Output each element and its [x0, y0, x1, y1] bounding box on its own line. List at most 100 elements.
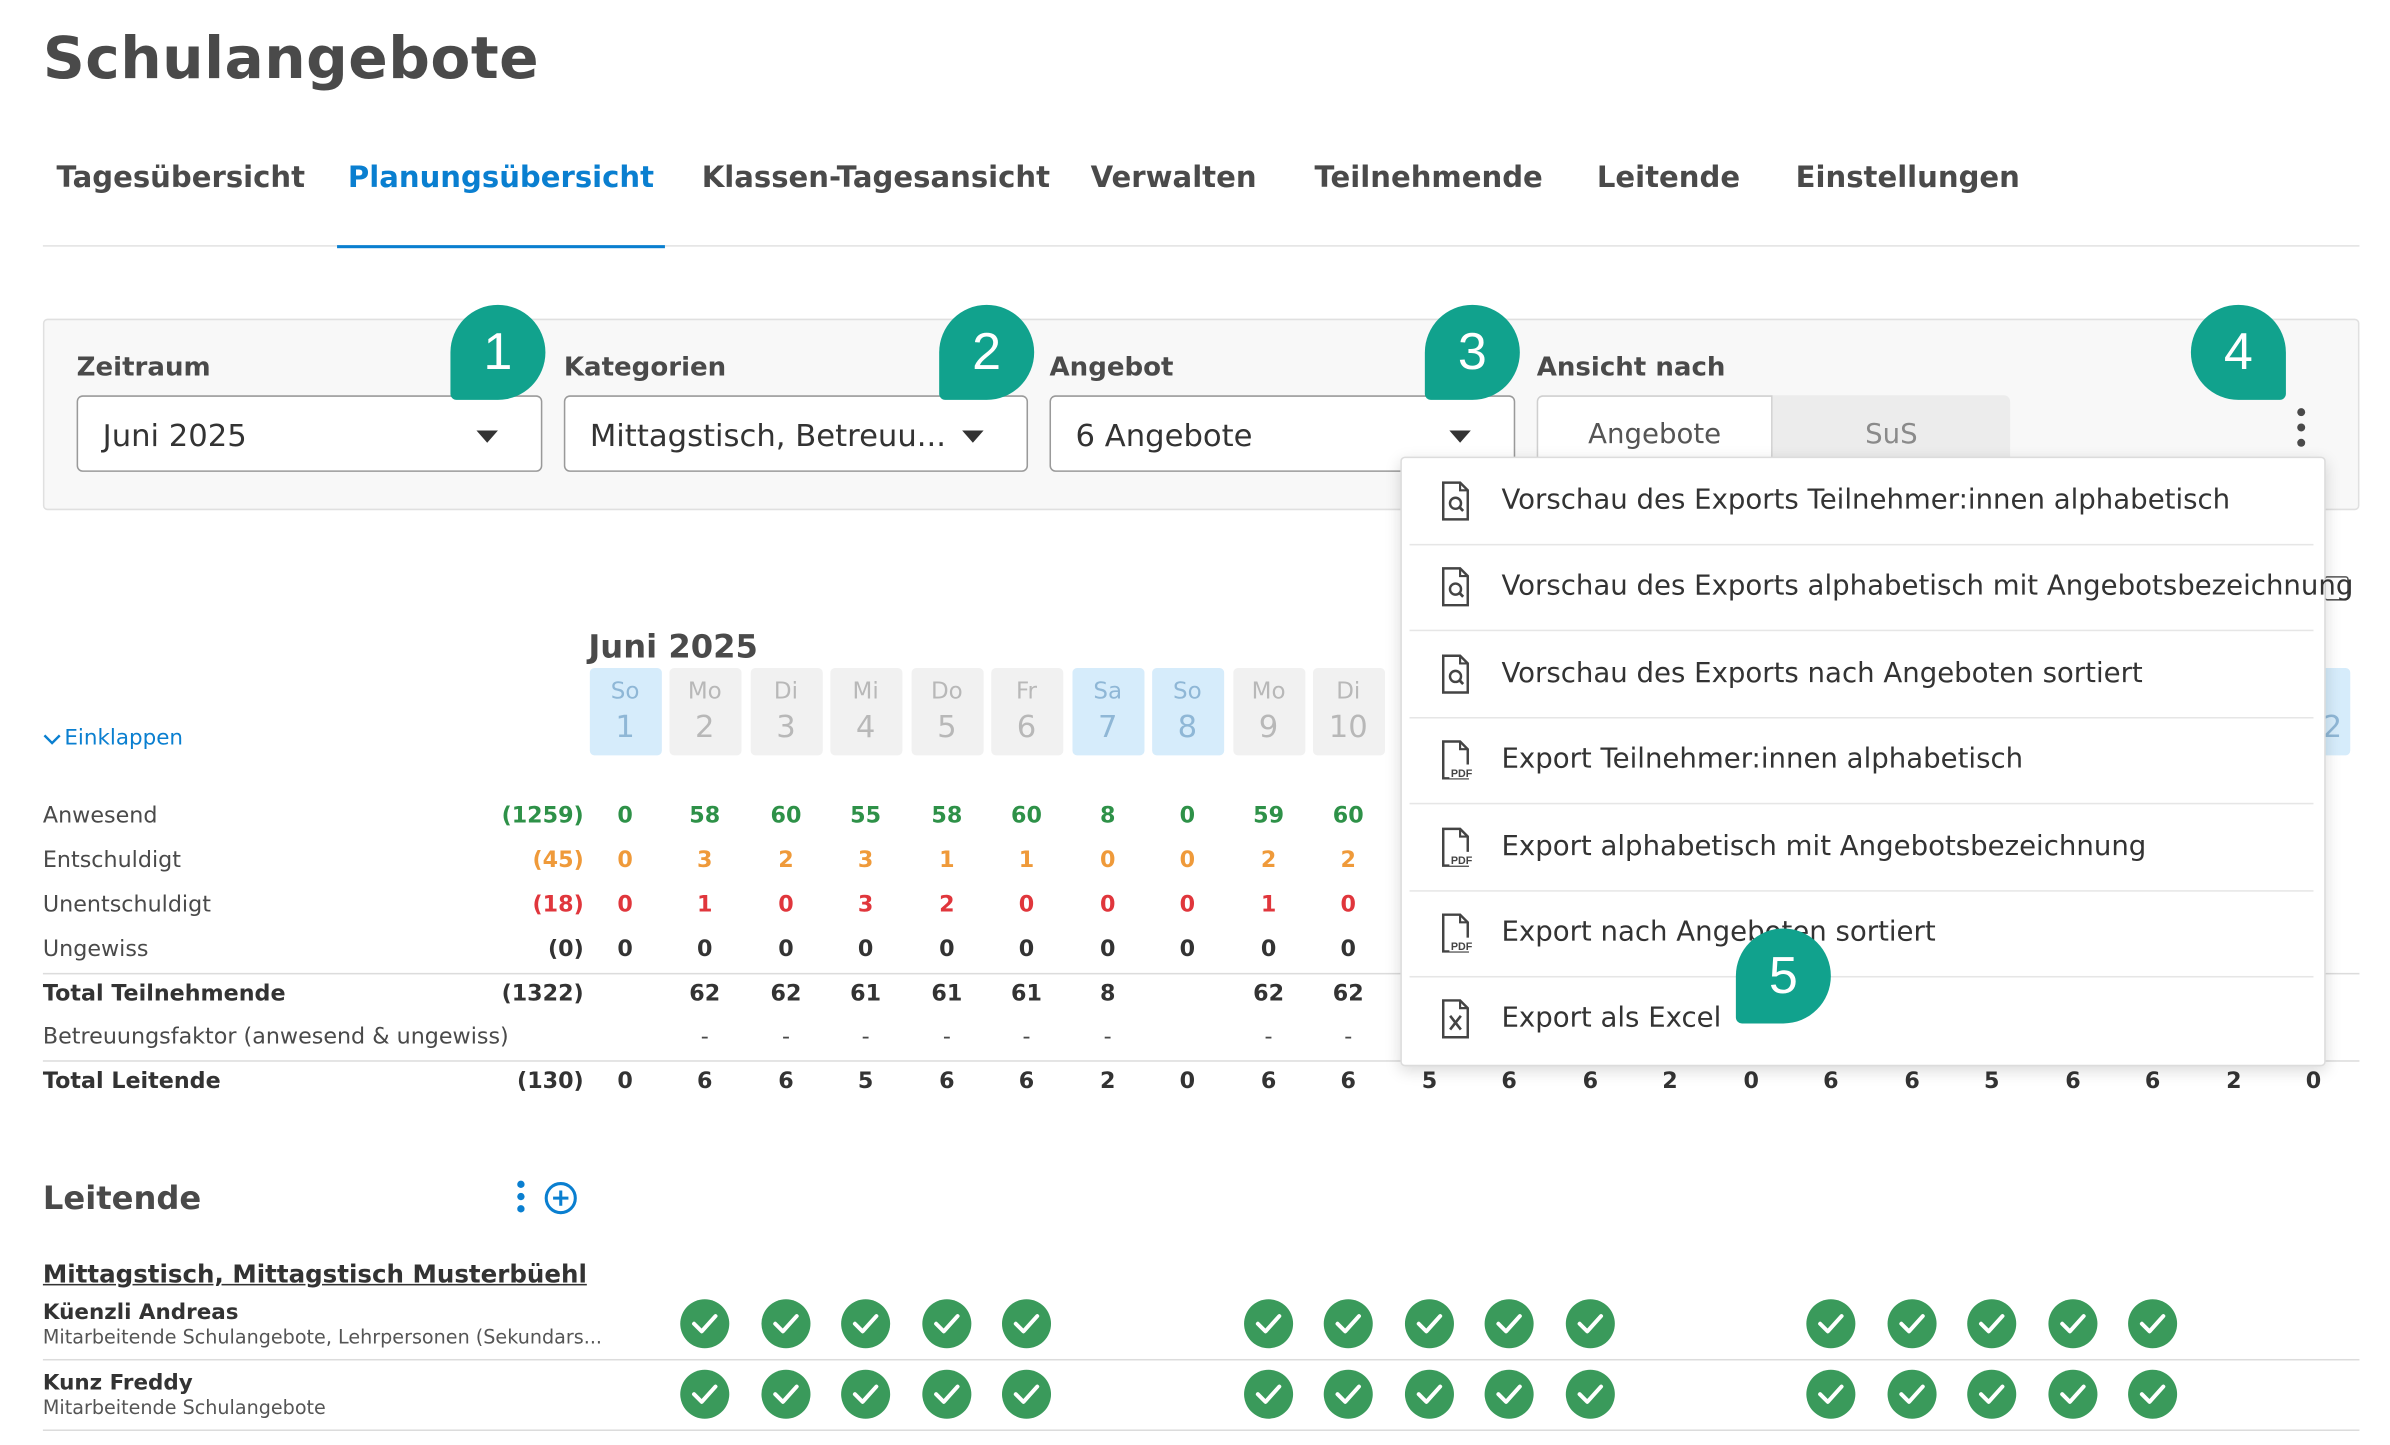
check-icon[interactable] — [1404, 1369, 1454, 1419]
menu-item[interactable]: PDF Export alphabetisch mit Angebotsbezei… — [1409, 804, 2314, 892]
check-icon[interactable] — [1887, 1299, 1937, 1349]
day-name: Mi — [852, 677, 879, 705]
check-icon[interactable] — [761, 1299, 811, 1349]
stat-cell: 60 — [770, 804, 802, 829]
stat-cell: 1 — [697, 893, 713, 918]
zeitraum-value: Juni 2025 — [102, 416, 247, 454]
check-icon[interactable] — [922, 1369, 972, 1419]
check-icon[interactable] — [1323, 1299, 1373, 1349]
check-icon[interactable] — [1565, 1369, 1615, 1419]
stat-cell: 1 — [1260, 893, 1277, 918]
month-label: Juni 2025 — [588, 628, 758, 665]
day-header: Mi 4 — [829, 667, 902, 756]
zeitraum-select[interactable]: Juni 2025 — [76, 395, 543, 472]
check-icon[interactable] — [1323, 1369, 1373, 1419]
stat-cell: 3 — [697, 848, 713, 874]
collapse-link[interactable]: Einklappen — [43, 726, 183, 751]
check-icon[interactable] — [1887, 1369, 1937, 1419]
stat-cell: 3 — [857, 893, 874, 918]
pdf-file-icon: PDF — [1440, 913, 1474, 953]
check-icon[interactable] — [1244, 1299, 1294, 1349]
day-name: Mo — [687, 677, 722, 705]
check-icon[interactable] — [1404, 1299, 1454, 1349]
more-options-icon[interactable] — [2286, 404, 2317, 450]
stat-cell: 6 — [2144, 1069, 2161, 1094]
stat-row-label: Betreuungsfaktor (anwesend & ungewiss) — [42, 1024, 509, 1050]
menu-item-label: Vorschau des Exports alphabetisch mit An… — [1501, 570, 2354, 603]
stat-cell: 1 — [939, 848, 955, 874]
check-icon[interactable] — [841, 1299, 891, 1349]
menu-item[interactable]: PDF Export nach Angeboten sortiert — [1409, 890, 2314, 978]
file-search-icon — [1440, 481, 1471, 521]
stat-cell: 62 — [1253, 982, 1285, 1007]
day-number: 1 — [615, 707, 635, 745]
stat-cell: 0 — [1018, 937, 1035, 963]
stat-row-label: Ungewiss — [42, 937, 149, 963]
check-icon[interactable] — [841, 1369, 891, 1419]
check-icon[interactable] — [1806, 1299, 1856, 1349]
check-icon[interactable] — [1484, 1299, 1534, 1349]
check-icon[interactable] — [761, 1369, 811, 1419]
stat-cell: - — [942, 1024, 951, 1050]
day-number: 7 — [1097, 707, 1118, 745]
stat-cell: 6 — [1018, 1069, 1035, 1094]
check-icon[interactable] — [1967, 1369, 2017, 1419]
group-link[interactable]: Mittagstisch, Mittagstisch Musterbüehl — [42, 1259, 587, 1289]
more-options-icon[interactable] — [509, 1178, 534, 1218]
divider — [42, 1358, 2360, 1361]
tab-einstellungen[interactable]: Einstellungen — [1795, 160, 2020, 195]
stat-cell: 58 — [931, 804, 963, 829]
stat-cell: 0 — [778, 937, 794, 963]
menu-item[interactable]: PDF Export Teilnehmer:innen alphabetisch — [1409, 717, 2314, 805]
check-icon[interactable] — [1806, 1369, 1856, 1419]
divider — [42, 972, 2360, 975]
day-header: So 1 — [589, 667, 662, 756]
check-icon[interactable] — [680, 1299, 730, 1349]
tab-leitende[interactable]: Leitende — [1596, 160, 1741, 195]
check-icon[interactable] — [1565, 1299, 1615, 1349]
menu-item[interactable]: Vorschau des Exports Teilnehmer:innen al… — [1409, 458, 2314, 546]
add-icon[interactable] — [544, 1181, 578, 1215]
day-number: 4 — [855, 707, 876, 745]
tab-teilnehmende[interactable]: Teilnehmende — [1314, 160, 1543, 195]
check-icon[interactable] — [1001, 1369, 1052, 1419]
stat-cell: 61 — [931, 982, 963, 1007]
stat-cell: 0 — [617, 848, 633, 874]
zeitraum-label: Zeitraum — [76, 352, 211, 384]
tab-tagesuebersicht[interactable]: Tagesübersicht — [56, 160, 306, 195]
tab-verwalten[interactable]: Verwalten — [1090, 160, 1257, 195]
check-icon[interactable] — [2128, 1299, 2178, 1349]
check-icon[interactable] — [1001, 1299, 1052, 1349]
menu-item-label: Export als Excel — [1501, 1002, 1722, 1035]
check-icon[interactable] — [2048, 1299, 2098, 1349]
callout-3: 3 — [1424, 304, 1520, 400]
tab-klassen-tagesansicht[interactable]: Klassen-Tagesansicht — [701, 160, 1051, 195]
menu-item[interactable]: Vorschau des Exports alphabetisch mit An… — [1409, 544, 2353, 632]
chevron-down-icon — [476, 430, 498, 443]
check-icon[interactable] — [2128, 1369, 2178, 1419]
tab-planungsuebersicht[interactable]: Planungsübersicht — [337, 138, 665, 249]
stat-cell: 3 — [857, 848, 874, 874]
check-icon[interactable] — [1484, 1369, 1534, 1419]
export-menu: Vorschau des Exports Teilnehmer:innen al… — [1400, 456, 2353, 1067]
check-icon[interactable] — [922, 1299, 972, 1349]
stat-cell: 0 — [1340, 937, 1356, 963]
check-icon[interactable] — [680, 1369, 730, 1419]
day-header: Di 3 — [749, 667, 822, 756]
angebot-select[interactable]: 6 Angebote — [1049, 395, 1516, 472]
day-name: Di — [1336, 677, 1361, 705]
menu-item[interactable]: Export als Excel — [1410, 977, 2314, 1063]
menu-item[interactable]: Vorschau des Exports nach Angeboten sort… — [1409, 631, 2314, 719]
page-title: Schulangebote — [42, 24, 540, 92]
check-icon[interactable] — [1244, 1369, 1294, 1419]
check-icon[interactable] — [2048, 1369, 2098, 1419]
pdf-file-icon: PDF — [1440, 740, 1474, 780]
callout-5: 5 — [1735, 928, 1831, 1024]
menu-item-label: Vorschau des Exports Teilnehmer:innen al… — [1501, 484, 2231, 517]
check-icon[interactable] — [1967, 1299, 2017, 1349]
stat-row-label: Entschuldigt — [42, 848, 181, 874]
stat-cell: 8 — [1099, 982, 1116, 1007]
kategorien-select[interactable]: Mittagstisch, Betreuu... — [563, 395, 1029, 472]
stat-cell: 60 — [1332, 804, 1364, 829]
chevron-down-icon — [43, 734, 61, 745]
